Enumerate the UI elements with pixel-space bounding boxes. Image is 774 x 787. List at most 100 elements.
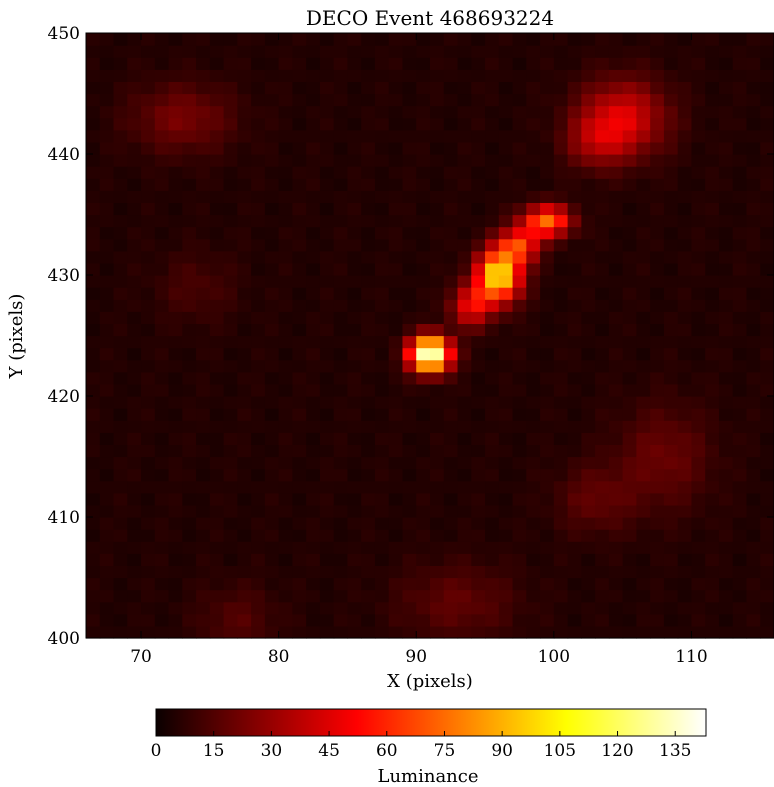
heatmap-cell: [319, 214, 335, 228]
heatmap-cell: [99, 565, 115, 579]
heatmap-cell: [264, 299, 280, 312]
heatmap-cell: [141, 238, 156, 252]
heatmap-cell: [319, 299, 335, 312]
colorbar-tick-label: 75: [434, 741, 456, 761]
heatmap-cell: [526, 444, 541, 458]
heatmap-cell: [127, 45, 142, 58]
heatmap-cell: [746, 311, 761, 324]
heatmap-cell: [471, 105, 486, 119]
heatmap-cell: [374, 371, 390, 385]
heatmap-cell: [361, 468, 376, 482]
heatmap-cell: [237, 371, 252, 385]
heatmap-cell: [237, 311, 252, 324]
heatmap-cell: [361, 299, 376, 312]
heatmap-cell: [677, 541, 693, 554]
heatmap-cell: [691, 214, 706, 228]
heatmap-cell: [540, 214, 555, 228]
heatmap-cell: [223, 420, 238, 433]
heatmap-cell: [209, 444, 225, 458]
heatmap-cell: [608, 371, 624, 385]
heatmap-cell: [705, 601, 720, 615]
heatmap-cell: [553, 577, 569, 591]
heatmap-cell: [168, 214, 183, 228]
heatmap-cell: [636, 432, 651, 445]
heatmap-cell: [99, 190, 115, 203]
heatmap-cell: [361, 323, 376, 337]
heatmap-cell: [237, 468, 252, 482]
heatmap-cell: [264, 396, 280, 409]
heatmap-cell: [457, 287, 472, 300]
heatmap-cell: [182, 371, 197, 385]
heatmap-cell: [663, 432, 679, 445]
heatmap-cell: [264, 577, 280, 591]
heatmap-cell: [553, 432, 569, 445]
heatmap-cell: [595, 335, 610, 349]
heatmap-cell: [264, 323, 280, 337]
heatmap-cell: [663, 529, 679, 542]
heatmap-cell: [718, 625, 734, 639]
heatmap-cell: [512, 154, 527, 167]
heatmap-cell: [691, 335, 706, 349]
heatmap-cell: [636, 226, 651, 240]
heatmap-cell: [485, 347, 500, 361]
heatmap-cell: [347, 202, 362, 216]
heatmap-cell: [430, 275, 445, 288]
heatmap-cell: [374, 105, 390, 119]
heatmap-cell: [251, 311, 266, 324]
heatmap-cell: [471, 323, 486, 337]
heatmap-cell: [196, 226, 211, 240]
heatmap-cell: [154, 468, 170, 482]
heatmap-cell: [99, 396, 115, 409]
heatmap-cell: [319, 287, 335, 300]
heatmap-cell: [402, 105, 417, 119]
heatmap-cell: [306, 323, 321, 337]
heatmap-cell: [223, 589, 238, 603]
heatmap-cell: [663, 178, 679, 191]
heatmap-cell: [691, 613, 706, 627]
heatmap-cell: [636, 480, 651, 494]
heatmap-cell: [333, 250, 349, 264]
heatmap-cell: [540, 311, 555, 324]
heatmap-cell: [223, 141, 238, 155]
heatmap-cell: [209, 202, 225, 216]
heatmap-cell: [374, 311, 390, 324]
heatmap-cell: [264, 613, 280, 627]
heatmap-cell: [471, 613, 486, 627]
heatmap-cell: [196, 105, 211, 119]
heatmap-cell: [718, 81, 734, 95]
heatmap-cell: [581, 432, 596, 445]
heatmap-cell: [306, 166, 321, 179]
heatmap-cell: [677, 613, 693, 627]
heatmap-cell: [319, 141, 335, 155]
heatmap-cell: [526, 625, 541, 639]
heatmap-cell: [251, 250, 266, 264]
heatmap-cell: [86, 613, 101, 627]
heatmap-cell: [127, 250, 142, 264]
heatmap-cell: [540, 323, 555, 337]
heatmap-cell: [209, 492, 225, 506]
heatmap-cell: [182, 129, 197, 143]
heatmap-cell: [292, 141, 307, 155]
heatmap-area: [86, 33, 774, 639]
heatmap-cell: [760, 323, 774, 337]
heatmap-cell: [168, 166, 183, 179]
heatmap-cell: [705, 166, 720, 179]
heatmap-cell: [663, 214, 679, 228]
heatmap-cell: [636, 359, 651, 373]
heatmap-cell: [526, 335, 541, 349]
heatmap-cell: [430, 396, 445, 409]
heatmap-cell: [485, 601, 500, 615]
heatmap-cell: [292, 335, 307, 349]
heatmap-cell: [402, 565, 417, 579]
heatmap-cell: [595, 541, 610, 554]
heatmap-cell: [168, 154, 183, 167]
heatmap-cell: [278, 480, 293, 494]
heatmap-cell: [154, 347, 170, 361]
heatmap-cell: [306, 553, 321, 566]
heatmap-cell: [608, 408, 624, 421]
heatmap-cell: [526, 154, 541, 167]
heatmap-cell: [127, 371, 142, 385]
heatmap-cell: [540, 45, 555, 58]
heatmap-cell: [498, 456, 514, 470]
heatmap-cell: [760, 166, 774, 179]
